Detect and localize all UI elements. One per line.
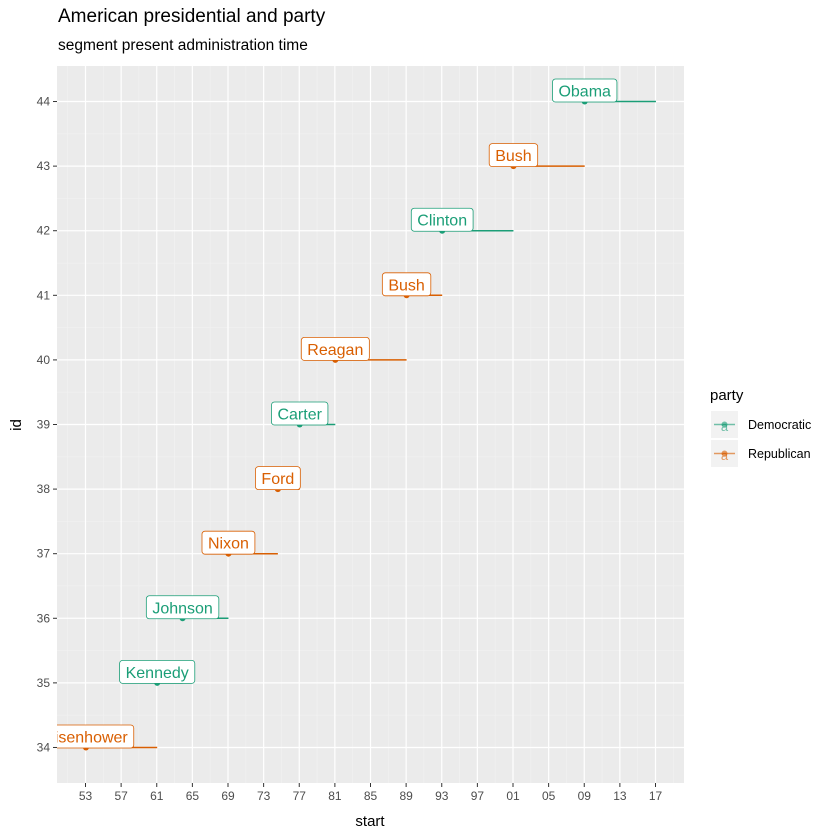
x-tick-label: 69 — [221, 789, 235, 803]
legend-title: party — [710, 387, 744, 404]
x-tick-label: 53 — [79, 789, 93, 803]
legend-key-glyph: a — [721, 448, 729, 463]
x-tick-label: 65 — [186, 789, 200, 803]
y-tick-label: 40 — [37, 353, 51, 367]
president-label: Reagan — [307, 342, 363, 359]
president-41: Bush — [381, 272, 443, 299]
president-42: Clinton — [410, 207, 514, 234]
president-38: Ford — [255, 466, 301, 493]
x-tick-label: 77 — [293, 789, 307, 803]
y-tick-label: 44 — [37, 95, 51, 109]
x-tick-label: 01 — [506, 789, 520, 803]
x-tick-label: 93 — [435, 789, 449, 803]
president-37: Nixon — [201, 530, 278, 557]
president-label-box — [57, 724, 135, 749]
president-label-box — [488, 143, 539, 168]
y-tick-label: 41 — [37, 288, 51, 302]
president-label: Johnson — [152, 600, 213, 617]
x-axis-title: start — [355, 813, 385, 830]
x-tick-label: 89 — [399, 789, 413, 803]
y-axis: 34 35 36 37 38 39 40 41 42 43 44 — [37, 95, 57, 754]
x-tick-label: 73 — [257, 789, 271, 803]
president-44: Obama — [552, 78, 656, 105]
president-label-box — [201, 530, 256, 555]
x-tick-label: 13 — [613, 789, 627, 803]
president-label-box — [145, 595, 220, 620]
y-tick-label: 34 — [37, 740, 51, 754]
legend-label: Republican — [748, 447, 811, 461]
president-label-box — [271, 401, 329, 426]
president-label: Carter — [277, 407, 322, 424]
president-label-box — [255, 466, 301, 490]
x-tick-label: 09 — [578, 789, 592, 803]
legend-key-point — [721, 421, 728, 428]
legend-label: Democratic — [748, 418, 811, 432]
x-tick-label: 97 — [471, 789, 485, 803]
president-label: Eisenhower — [44, 729, 128, 746]
president-segments: Eisenhower Kennedy Johnson Nixon Ford Carter R… — [44, 78, 656, 751]
y-tick-label: 39 — [37, 418, 51, 432]
legend: party a Democratic a Republican — [710, 387, 811, 467]
president-label-box — [119, 659, 196, 684]
legend-entry-republican: a Republican — [711, 440, 811, 467]
x-tick-label: 17 — [649, 789, 663, 803]
president-label-box — [552, 78, 618, 103]
president-label: Nixon — [208, 536, 249, 553]
legend-key-point — [721, 450, 728, 457]
x-tick-label: 05 — [542, 789, 556, 803]
legend-key-glyph: a — [721, 419, 729, 434]
president-label: Obama — [558, 84, 611, 101]
president-label: Clinton — [417, 213, 467, 230]
chart-subtitle: segment present administration time — [58, 37, 308, 54]
chart-title: American presidential and party — [58, 6, 326, 27]
y-tick-label: 42 — [37, 224, 51, 238]
legend-entry-democratic: a Democratic — [711, 411, 811, 438]
x-axis: 53 57 61 65 69 73 77 81 85 89 93 97 01 05 09 13 17 — [79, 783, 663, 803]
y-tick-label: 35 — [37, 676, 51, 690]
x-tick-label: 81 — [328, 789, 342, 803]
president-label-box — [410, 207, 474, 232]
president-36: Johnson — [145, 595, 229, 622]
y-tick-label: 37 — [37, 547, 51, 561]
president-label: Ford — [261, 471, 294, 488]
president-label-box — [381, 272, 432, 297]
president-label: Bush — [388, 277, 424, 294]
y-tick-label: 38 — [37, 482, 51, 496]
y-tick-label: 36 — [37, 611, 51, 625]
x-tick-label: 61 — [150, 789, 164, 803]
president-43: Bush — [488, 143, 585, 170]
president-35: Kennedy — [119, 659, 196, 686]
x-tick-label: 57 — [114, 789, 128, 803]
y-axis-title: id — [8, 419, 25, 431]
president-label-box — [300, 337, 370, 361]
president-34: Eisenhower — [44, 724, 158, 751]
x-tick-label: 85 — [364, 789, 378, 803]
president-label: Kennedy — [126, 665, 189, 682]
president-label: Bush — [495, 148, 531, 165]
president-39: Carter — [271, 401, 336, 428]
president-40: Reagan — [300, 337, 407, 363]
y-tick-label: 43 — [37, 159, 51, 173]
